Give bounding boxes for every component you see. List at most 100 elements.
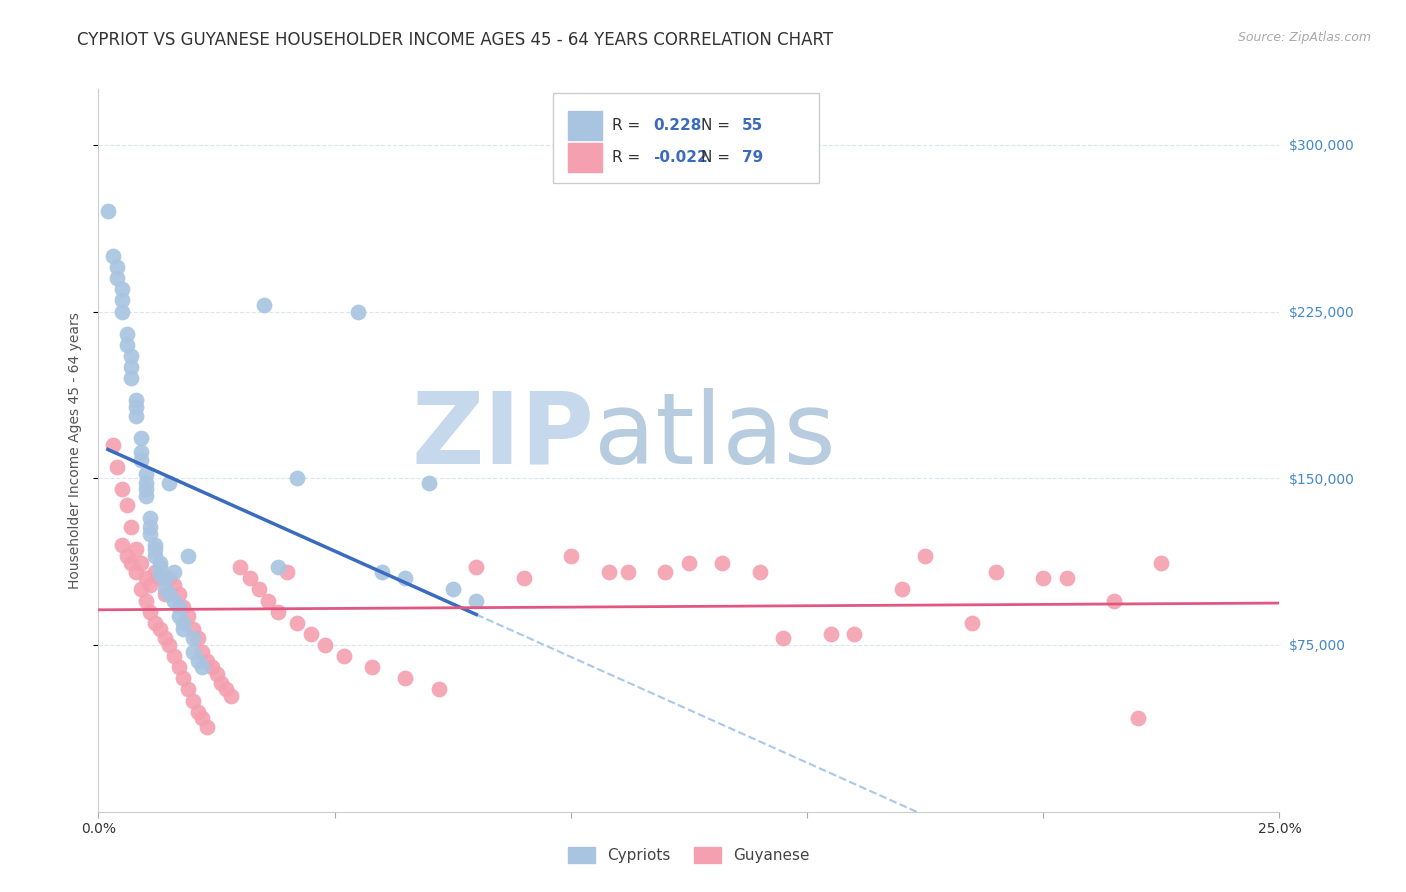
Point xyxy=(149,623,172,637)
Point xyxy=(441,582,464,597)
Point xyxy=(101,438,124,452)
Text: 55: 55 xyxy=(742,118,763,133)
Point xyxy=(163,565,186,579)
Point xyxy=(157,587,180,601)
Point xyxy=(229,560,252,574)
Point xyxy=(97,204,120,219)
Point xyxy=(167,587,190,601)
Point xyxy=(172,615,194,630)
Point xyxy=(143,549,166,563)
Point xyxy=(598,565,620,579)
Text: CYPRIOT VS GUYANESE HOUSEHOLDER INCOME AGES 45 - 64 YEARS CORRELATION CHART: CYPRIOT VS GUYANESE HOUSEHOLDER INCOME A… xyxy=(77,31,834,49)
Point xyxy=(125,400,148,414)
Point xyxy=(125,542,148,557)
Point xyxy=(711,556,734,570)
Point xyxy=(129,556,152,570)
Point xyxy=(844,627,866,641)
Point xyxy=(191,660,214,674)
Point xyxy=(153,571,176,585)
Point xyxy=(247,582,270,597)
Text: ZIP: ZIP xyxy=(412,387,595,484)
Point xyxy=(890,582,912,597)
Point xyxy=(157,571,180,585)
Point xyxy=(163,649,186,664)
Point xyxy=(101,249,124,263)
Point xyxy=(361,660,384,674)
Text: 0.228: 0.228 xyxy=(654,118,702,133)
Point xyxy=(181,623,204,637)
Point xyxy=(111,293,134,308)
Point xyxy=(143,615,166,630)
Point xyxy=(418,475,440,490)
Point xyxy=(257,593,280,607)
Point xyxy=(371,565,394,579)
Point xyxy=(465,593,488,607)
Point xyxy=(149,560,172,574)
FancyBboxPatch shape xyxy=(553,93,818,183)
Point xyxy=(1056,571,1078,585)
Point xyxy=(153,587,176,601)
Point xyxy=(347,304,370,318)
Point xyxy=(121,556,143,570)
Point xyxy=(285,615,308,630)
Point xyxy=(215,682,238,697)
Point xyxy=(167,660,190,674)
Point xyxy=(285,471,308,485)
Point xyxy=(167,609,190,624)
Point xyxy=(121,360,143,375)
Point xyxy=(181,645,204,659)
Point xyxy=(153,582,176,597)
Point xyxy=(121,520,143,534)
Point xyxy=(143,565,166,579)
Text: Source: ZipAtlas.com: Source: ZipAtlas.com xyxy=(1237,31,1371,45)
Point xyxy=(121,371,143,385)
Point xyxy=(748,565,770,579)
Point xyxy=(149,571,172,585)
Point xyxy=(172,623,194,637)
Point xyxy=(177,549,200,563)
Point xyxy=(157,638,180,652)
Point xyxy=(129,453,152,467)
Point xyxy=(276,565,298,579)
Point xyxy=(129,444,152,458)
Point xyxy=(394,571,416,585)
Point xyxy=(187,632,209,646)
Point xyxy=(914,549,936,563)
Point xyxy=(512,571,534,585)
Point xyxy=(209,675,232,690)
Point xyxy=(129,582,152,597)
Y-axis label: Householder Income Ages 45 - 64 years: Householder Income Ages 45 - 64 years xyxy=(69,312,83,589)
Point xyxy=(191,711,214,725)
Point xyxy=(177,682,200,697)
Point xyxy=(678,556,700,570)
Point xyxy=(139,511,162,525)
Point xyxy=(111,483,134,497)
Text: atlas: atlas xyxy=(595,387,837,484)
Point xyxy=(105,271,128,285)
Legend: Cypriots, Guyanese: Cypriots, Guyanese xyxy=(562,841,815,869)
Point xyxy=(1102,593,1125,607)
Point xyxy=(616,565,638,579)
Point xyxy=(135,475,157,490)
Point xyxy=(394,671,416,685)
Text: 79: 79 xyxy=(742,151,763,165)
Point xyxy=(105,460,128,475)
Point xyxy=(1032,571,1054,585)
Point xyxy=(177,609,200,624)
Point xyxy=(962,615,984,630)
Point xyxy=(314,638,336,652)
Point xyxy=(253,298,276,312)
Point xyxy=(172,671,194,685)
Point xyxy=(201,660,224,674)
Text: N =: N = xyxy=(700,118,734,133)
Point xyxy=(139,520,162,534)
Point xyxy=(111,282,134,296)
Point xyxy=(125,565,148,579)
Point xyxy=(187,705,209,719)
Text: N =: N = xyxy=(700,151,734,165)
Point xyxy=(984,565,1007,579)
Point xyxy=(267,605,290,619)
Point xyxy=(654,565,676,579)
Point xyxy=(125,393,148,408)
Point xyxy=(1126,711,1149,725)
